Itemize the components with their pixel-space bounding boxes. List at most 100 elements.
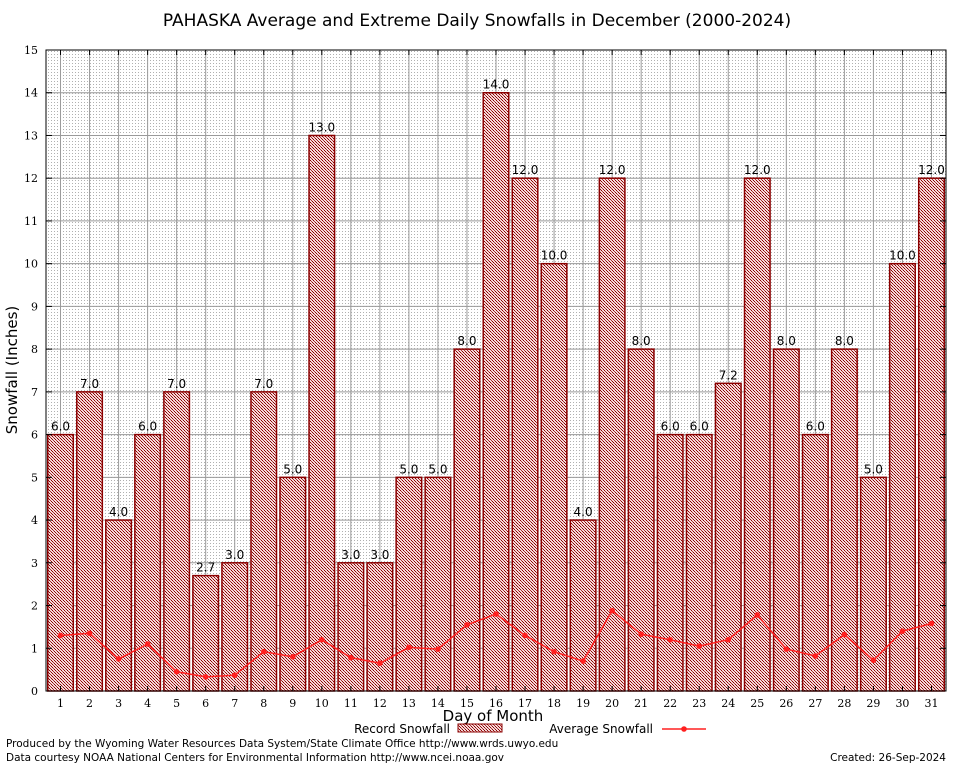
x-tick-label: 12: [373, 697, 387, 710]
x-tick-label: 31: [924, 697, 938, 710]
record-bar: [366, 562, 394, 692]
average-point: [783, 646, 790, 652]
bar-value-label: 6.0: [51, 420, 70, 434]
average-point: [551, 648, 557, 655]
legend-average-label: Average Snowfall: [549, 722, 653, 736]
bar-value-label: 8.0: [457, 334, 476, 348]
y-tick-label: 11: [24, 215, 38, 228]
bar-value-label: 8.0: [835, 334, 854, 348]
y-tick-label: 15: [24, 44, 38, 57]
x-tick-label: 23: [692, 697, 706, 710]
bar-value-label: 6.0: [690, 420, 709, 434]
x-tick-label: 6: [202, 697, 209, 710]
average-point: [696, 643, 703, 649]
x-axis-label: Day of Month: [443, 707, 544, 725]
y-tick-label: 4: [31, 514, 38, 527]
record-bar: [221, 562, 249, 692]
legend-record-label: Record Snowfall: [354, 722, 450, 736]
average-point: [173, 668, 180, 675]
bar-value-label: 5.0: [283, 462, 302, 476]
bar-value-label: 12.0: [918, 163, 945, 177]
record-bar: [482, 91, 510, 692]
x-tick-label: 29: [866, 697, 880, 710]
y-tick-label: 13: [24, 129, 38, 142]
y-tick-label: 7: [31, 386, 38, 399]
x-tick-label: 8: [260, 697, 267, 710]
x-tick-label: 17: [518, 697, 532, 710]
average-point: [348, 654, 354, 661]
bar-value-label: 5.0: [428, 462, 447, 476]
footer-produced-by: Produced by the Wyoming Water Resources …: [6, 738, 559, 750]
record-bar: [627, 348, 655, 692]
x-tick-label: 27: [808, 697, 822, 710]
record-bar: [888, 262, 916, 692]
x-tick-label: 18: [547, 697, 561, 710]
bar-value-label: 12.0: [512, 163, 539, 177]
average-point: [841, 631, 848, 638]
record-bar: [192, 574, 220, 692]
bar-value-label: 7.0: [80, 377, 99, 391]
x-tick-label: 5: [173, 697, 180, 710]
footer-created-date: Created: 26-Sep-2024: [830, 752, 946, 764]
x-tick-label: 7: [231, 697, 238, 710]
record-bar: [540, 262, 568, 692]
average-point: [144, 641, 151, 647]
legend-record-swatch: [457, 723, 503, 733]
bar-value-label: 3.0: [370, 548, 389, 562]
bar-value-label: 10.0: [541, 249, 568, 263]
x-tick-label: 4: [144, 697, 151, 710]
record-bar: [163, 391, 191, 692]
y-tick-label: 6: [31, 429, 38, 442]
x-tick-label: 30: [895, 697, 909, 710]
bar-value-label: 7.2: [719, 368, 738, 382]
y-tick-label: 2: [31, 600, 38, 613]
x-tick-label: 26: [779, 697, 793, 710]
average-point: [202, 674, 209, 680]
bar-value-label: 13.0: [308, 120, 335, 134]
x-tick-label: 13: [402, 697, 416, 710]
y-axis-label: Snowfall (Inches): [3, 306, 21, 434]
average-point: [231, 672, 238, 678]
x-tick-label: 16: [489, 697, 503, 710]
legend: Record Snowfall Average Snowfall: [354, 722, 706, 736]
bar-value-label: 5.0: [399, 462, 418, 476]
chart-title: PAHASKA Average and Extreme Daily Snowfa…: [163, 11, 791, 31]
average-point: [609, 607, 615, 614]
average-point: [522, 632, 528, 639]
legend-average-marker: [681, 726, 687, 732]
record-bar: [598, 177, 626, 692]
average-point: [289, 654, 296, 660]
y-tick-label: 10: [24, 258, 38, 271]
footer-data-courtesy: Data courtesy NOAA National Centers for …: [6, 752, 505, 764]
x-tick-label: 3: [115, 697, 122, 710]
y-tick-label: 3: [31, 557, 38, 570]
x-tick-label: 9: [289, 697, 296, 710]
record-bar: [105, 519, 133, 692]
average-point: [86, 630, 93, 637]
x-tick-label: 28: [837, 697, 851, 710]
x-tick-label: 10: [315, 697, 329, 710]
record-bar: [801, 433, 829, 692]
average-point: [435, 646, 441, 652]
record-bar: [395, 476, 423, 692]
x-tick-label: 21: [634, 697, 648, 710]
record-bar: [685, 433, 713, 692]
x-axis-ticks: 1 2 3 4 5 6 7 8 9 10 11 12 13 14 15 16 17 18 19 20 21 22 23 24 2…: [57, 50, 938, 710]
average-point: [493, 611, 499, 617]
bar-value-label: 6.0: [138, 420, 157, 434]
record-bar: [772, 348, 800, 692]
y-tick-label: 9: [31, 300, 38, 313]
bar-value-label: 12.0: [744, 163, 771, 177]
average-point: [812, 653, 819, 659]
average-point: [928, 620, 935, 627]
record-bar: [511, 177, 539, 692]
x-tick-label: 20: [605, 697, 619, 710]
y-tick-label: 14: [24, 87, 38, 100]
x-tick-label: 19: [576, 697, 590, 710]
record-bar: [250, 391, 278, 692]
bar-value-label: 7.0: [254, 377, 273, 391]
bar-value-label: 4.0: [574, 505, 593, 519]
average-point: [406, 644, 412, 651]
average-point: [725, 636, 732, 643]
